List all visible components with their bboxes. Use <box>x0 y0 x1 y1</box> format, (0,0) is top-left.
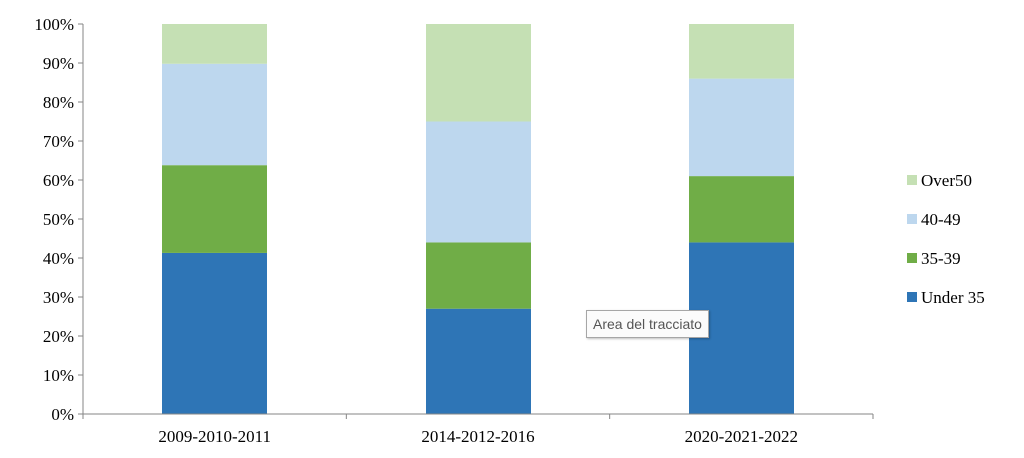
y-tick-label: 90% <box>43 54 74 73</box>
x-tick-label: 2020-2021-2022 <box>685 427 798 446</box>
bar-35-39-2020-2021-2022 <box>689 176 794 243</box>
legend-label-under-35: Under 35 <box>921 288 985 307</box>
bar-under-35-2009-2010-2011 <box>162 252 267 414</box>
bars-layer <box>162 24 794 414</box>
y-tick-label: 70% <box>43 132 74 151</box>
bar-40-49-2020-2021-2022 <box>689 78 794 177</box>
y-tick-label: 50% <box>43 210 74 229</box>
y-tick-label: 10% <box>43 366 74 385</box>
plot-area-tooltip: Area del tracciato <box>586 310 709 338</box>
axes-layer: 0% 10% 20% 30% 40% 50% 60% 70% 80% 90% 100% 2009-20… <box>34 15 874 446</box>
y-tick-label: 20% <box>43 327 74 346</box>
x-tick-label: 2009-2010-2011 <box>158 427 271 446</box>
y-tick-label: 80% <box>43 93 74 112</box>
y-tick-label: 30% <box>43 288 74 307</box>
y-tick-label: 40% <box>43 249 74 268</box>
y-tick-label: 60% <box>43 171 74 190</box>
bar-under-35-2014-2012-2016 <box>426 308 531 414</box>
bar-over50-2020-2021-2022 <box>689 24 794 79</box>
legend-swatch-40-49 <box>907 214 917 224</box>
bar-35-39-2009-2010-2011 <box>162 165 267 253</box>
bar-40-49-2014-2012-2016 <box>426 121 531 243</box>
y-tick-label: 100% <box>34 15 74 34</box>
legend-swatch-under-35 <box>907 292 917 302</box>
legend: Over50 40-49 35-39 Under 35 <box>907 171 985 307</box>
legend-swatch-35-39 <box>907 253 917 263</box>
legend-swatch-over50 <box>907 175 917 185</box>
y-tick-label: 0% <box>51 405 74 424</box>
legend-label-over50: Over50 <box>921 171 972 190</box>
bar-over50-2009-2010-2011 <box>162 24 267 64</box>
bar-35-39-2014-2012-2016 <box>426 242 531 309</box>
legend-label-35-39: 35-39 <box>921 249 961 268</box>
legend-label-40-49: 40-49 <box>921 210 961 229</box>
x-tick-label: 2014-2012-2016 <box>421 427 534 446</box>
bar-over50-2014-2012-2016 <box>426 24 531 122</box>
bar-40-49-2009-2010-2011 <box>162 63 267 166</box>
